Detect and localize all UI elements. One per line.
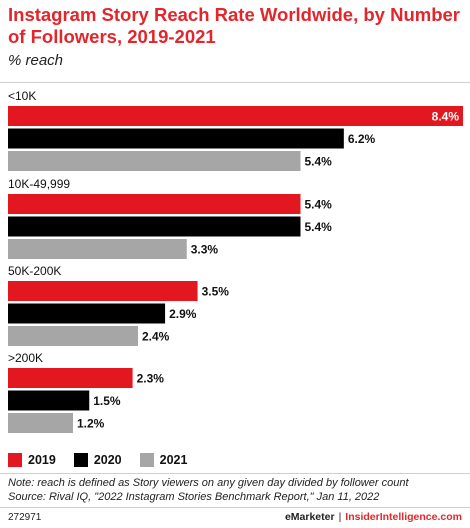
bar-2020 [8,303,166,324]
category-label: 10K-49,999 [8,177,70,191]
value-label: 2.3% [137,372,165,386]
bar-2020 [8,390,90,411]
bar-2020 [8,216,301,237]
value-label: 1.5% [93,394,121,408]
legend-swatch-2021 [139,453,154,467]
category-label: >200K [8,351,43,365]
bar-2019 [8,106,463,126]
legend-label-2019: 2019 [28,453,56,467]
legend: 2019 2020 2021 [8,453,187,467]
bar-2019 [8,194,301,214]
bar-2021 [8,151,301,171]
value-label: 1.2% [77,417,105,431]
brand-emarketer: eMarketer [284,511,335,523]
source-text: Source: Rival IQ, "2022 Instagram Storie… [8,491,380,503]
bar-2021 [8,413,73,433]
legend-item-2021: 2021 [139,453,188,467]
category-label: 50K-200K [8,264,61,278]
value-label: 2.9% [169,307,197,321]
legend-swatch-2020 [73,453,88,467]
value-label: 8.4% [432,110,460,124]
legend-label-2021: 2021 [159,453,188,467]
value-label: 3.5% [202,285,230,299]
legend-swatch-2019 [8,453,22,467]
bar-chart: <10K 8.4% 6.2% 5.4% 10K-49,999 5.4% 5.4% 3.3% 50… [8,89,463,433]
brand-insider: InsiderIntelligence.com [345,511,462,523]
note-divider [0,473,470,474]
footnote: Note: reach is defined as Story viewers … [8,476,463,504]
legend-item-2020: 2020 [73,453,122,467]
value-label: 5.4% [305,220,333,234]
category-label: <10K [8,89,36,103]
value-label: 3.3% [191,243,219,257]
value-label: 5.4% [305,155,333,169]
footer-brand: eMarketer | InsiderIntelligence.com [285,511,462,523]
note-text: Note: reach is defined as Story viewers … [8,477,409,489]
bar-2021 [8,239,187,259]
chart-title: Instagram Story Reach Rate Worldwide, by… [8,4,460,47]
value-label: 5.4% [305,198,333,212]
footer-divider [0,507,470,508]
top-divider [0,82,470,83]
bar-2019 [8,368,133,388]
value-label: 6.2% [348,132,376,146]
brand-separator: | [338,511,342,523]
value-label: 2.4% [142,330,170,344]
bar-2020 [8,128,344,149]
chart-id: 272971 [8,512,42,523]
legend-item-2019: 2019 [8,453,56,467]
chart-subtitle: % reach [8,52,64,69]
bar-2019 [8,281,198,301]
legend-label-2020: 2020 [93,453,122,467]
bar-2021 [8,326,138,346]
